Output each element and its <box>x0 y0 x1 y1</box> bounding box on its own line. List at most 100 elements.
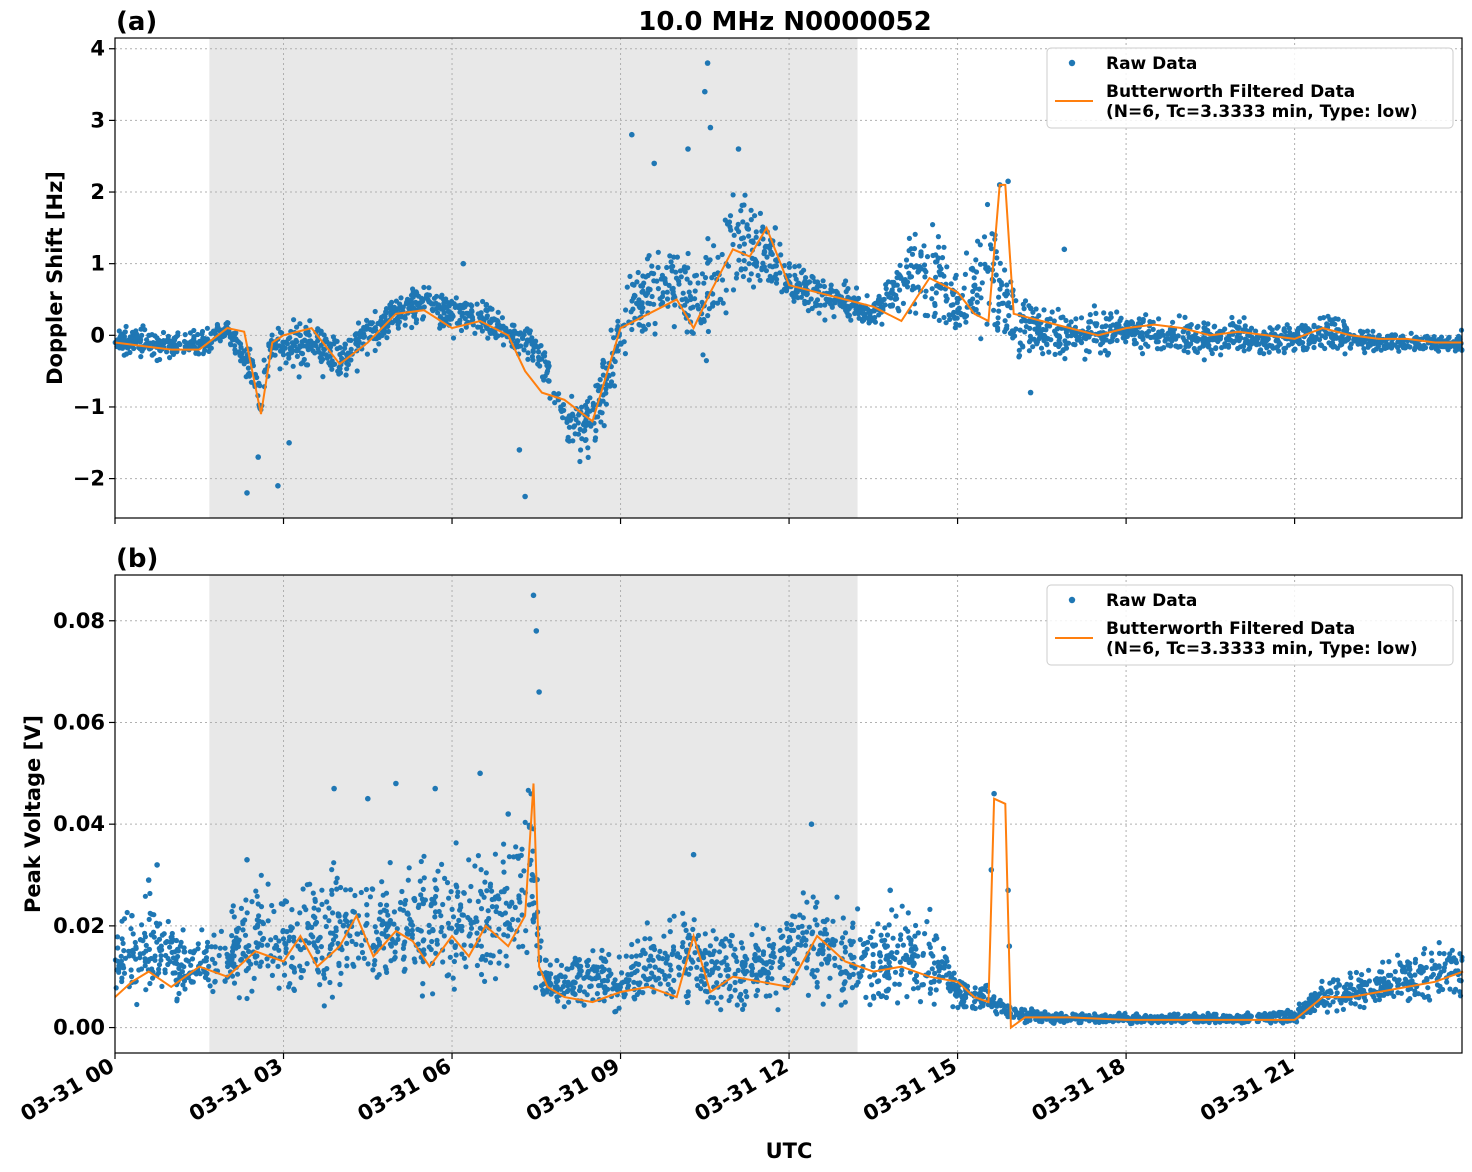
raw-point <box>1362 350 1368 356</box>
raw-point <box>278 901 284 907</box>
raw-point <box>478 867 484 873</box>
raw-point <box>502 326 508 332</box>
raw-point <box>180 982 186 988</box>
raw-point <box>501 932 507 938</box>
raw-point <box>917 999 924 1005</box>
raw-point <box>472 330 478 336</box>
raw-point <box>1011 1007 1018 1013</box>
raw-point <box>792 272 798 278</box>
raw-point <box>757 277 763 283</box>
raw-point <box>402 322 408 328</box>
raw-point <box>1023 324 1029 330</box>
raw-point <box>290 343 296 349</box>
raw-point <box>768 965 774 971</box>
raw-point <box>323 336 329 342</box>
raw-point <box>746 277 752 283</box>
raw-point <box>913 263 920 269</box>
raw-point <box>154 335 160 341</box>
raw-point <box>406 865 412 871</box>
raw-point <box>909 251 916 257</box>
raw-point <box>679 944 686 950</box>
raw-point <box>432 877 438 883</box>
raw-point <box>1296 1001 1302 1007</box>
raw-point <box>344 955 350 962</box>
raw-point <box>889 287 895 293</box>
raw-point <box>312 921 318 927</box>
raw-point <box>671 292 677 299</box>
raw-point <box>227 341 234 347</box>
raw-point <box>612 977 618 983</box>
raw-point <box>612 358 618 365</box>
raw-point <box>810 274 816 281</box>
raw-point <box>893 913 899 919</box>
raw-point <box>280 343 286 349</box>
raw-point <box>244 995 250 1002</box>
raw-point <box>969 265 976 271</box>
raw-point <box>195 340 201 346</box>
raw-point <box>974 292 980 298</box>
raw-point <box>492 976 499 982</box>
raw-point <box>889 907 895 913</box>
raw-point <box>648 953 654 959</box>
raw-point <box>884 932 891 938</box>
raw-point <box>547 395 553 401</box>
raw-point <box>938 266 944 272</box>
raw-point <box>1086 319 1092 325</box>
raw-point <box>649 970 655 976</box>
raw-point <box>483 870 489 876</box>
raw-point <box>822 926 828 933</box>
raw-point <box>952 325 958 331</box>
raw-point <box>828 286 834 292</box>
raw-point <box>879 938 885 944</box>
raw-point <box>506 921 512 927</box>
raw-point <box>313 945 319 951</box>
raw-point <box>1397 960 1403 966</box>
raw-point <box>159 983 165 990</box>
raw-point <box>720 942 727 948</box>
raw-point <box>841 981 847 987</box>
raw-point <box>148 932 154 938</box>
raw-point <box>956 322 963 328</box>
raw-point <box>1425 993 1431 1000</box>
raw-point <box>382 964 388 970</box>
raw-point <box>552 400 558 406</box>
raw-point <box>948 975 954 981</box>
raw-point <box>260 921 266 927</box>
raw-point <box>867 1002 873 1008</box>
raw-point <box>359 949 366 956</box>
raw-point <box>842 930 849 936</box>
raw-point <box>1366 978 1372 984</box>
raw-point <box>1063 317 1069 324</box>
raw-point <box>235 943 242 950</box>
raw-point <box>1325 313 1331 319</box>
raw-point <box>1063 341 1069 348</box>
raw-point <box>904 994 910 1000</box>
raw-point <box>997 286 1003 292</box>
raw-point <box>611 383 618 389</box>
raw-point <box>400 956 406 962</box>
raw-point <box>633 953 640 959</box>
raw-point <box>924 254 931 260</box>
raw-point <box>241 355 247 361</box>
raw-point <box>742 266 748 272</box>
raw-point <box>577 984 584 990</box>
raw-point <box>1322 334 1328 341</box>
raw-point <box>460 912 466 918</box>
raw-point <box>1253 335 1259 342</box>
raw-point <box>1348 341 1354 347</box>
raw-point <box>1330 340 1336 346</box>
raw-point <box>497 910 503 917</box>
raw-point <box>147 910 153 916</box>
raw-point <box>1452 348 1458 354</box>
raw-point <box>723 967 729 973</box>
raw-point <box>885 971 891 977</box>
raw-point <box>775 1007 781 1013</box>
raw-point <box>723 955 729 961</box>
raw-point <box>1103 337 1109 343</box>
raw-point <box>716 949 723 955</box>
raw-outlier-9 <box>685 146 691 152</box>
raw-point <box>415 941 421 947</box>
raw-point <box>805 992 812 998</box>
raw-point <box>727 213 734 219</box>
raw-point <box>372 924 378 930</box>
